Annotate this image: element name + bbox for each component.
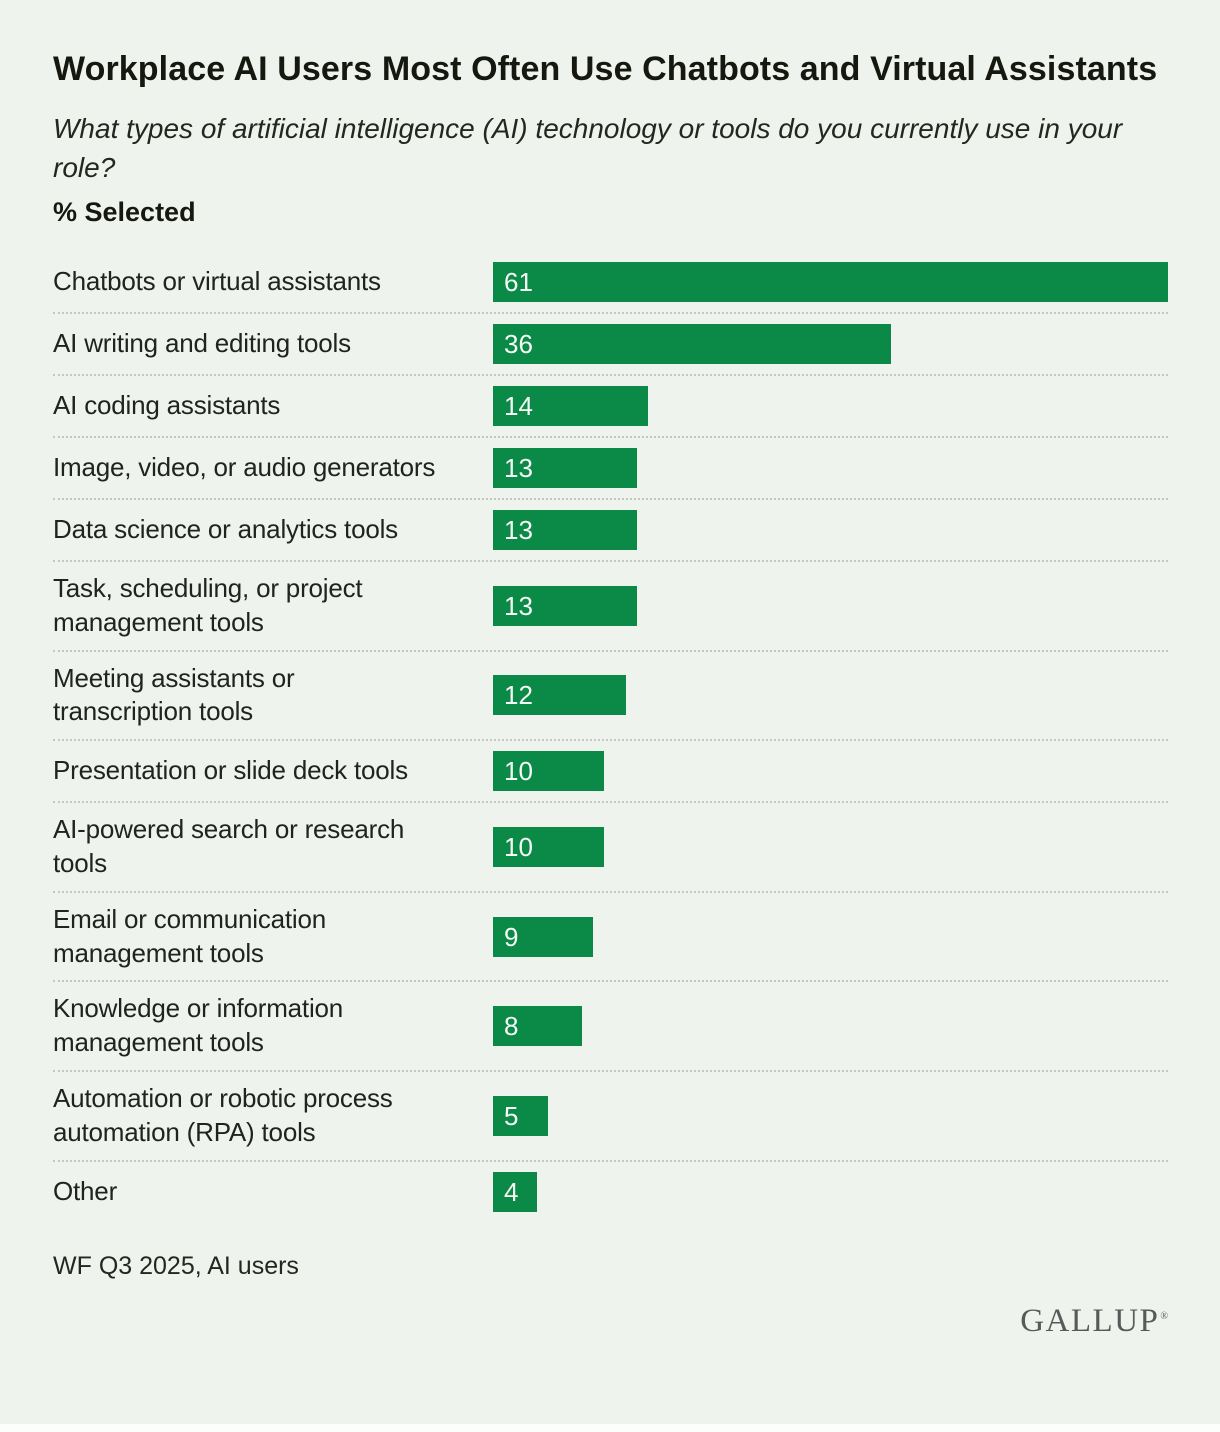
bar-track: 10 <box>493 826 1168 867</box>
bar-chart: Chatbots or virtual assistants 61 AI wri… <box>53 252 1168 1222</box>
bar-value-label: 4 <box>504 1176 519 1207</box>
percent-selected-label: % Selected <box>53 196 196 227</box>
category-label: AI writing and editing tools <box>53 328 351 359</box>
bar-track: 9 <box>493 916 1168 957</box>
bar: 13 <box>493 509 637 550</box>
bar: 12 <box>493 675 626 716</box>
bar-value-label: 5 <box>504 1100 519 1131</box>
bar: 36 <box>493 323 892 364</box>
category-label: Data science or analytics tools <box>53 514 398 545</box>
category-label: Chatbots or virtual assistants <box>53 266 381 297</box>
bar: 4 <box>493 1171 538 1212</box>
bar-track: 4 <box>493 1171 1168 1212</box>
chart-row: AI writing and editing tools 36 <box>53 311 1168 374</box>
gallup-logo: GALLUP® <box>1020 1303 1168 1340</box>
category-label: Image, video, or audio generators <box>53 452 436 483</box>
bar: 10 <box>493 826 604 867</box>
category-label: Knowledge or information management tool… <box>53 993 344 1058</box>
logo-row: GALLUP® <box>53 1303 1168 1340</box>
chart-title: Workplace AI Users Most Often Use Chatbo… <box>53 50 1158 88</box>
category-label: Automation or robotic process automation… <box>53 1082 393 1147</box>
chart-row: Task, scheduling, or project management … <box>53 559 1168 650</box>
bottom-strip <box>0 1424 1220 1432</box>
bar-track: 61 <box>493 261 1168 302</box>
bar-value-label: 13 <box>504 452 533 483</box>
category-label: AI coding assistants <box>53 390 281 421</box>
category-label: Other <box>53 1175 118 1206</box>
gallup-wordmark: GALLUP <box>1020 1302 1160 1339</box>
bar: 13 <box>493 447 637 488</box>
bar-track: 5 <box>493 1095 1168 1136</box>
bar-value-label: 10 <box>504 831 533 862</box>
chart-row: Email or communication management tools … <box>53 890 1168 981</box>
chart-row: Meeting assistants or transcription tool… <box>53 649 1168 740</box>
category-label: AI-powered search or research tools <box>53 814 405 878</box>
chart-subtitle: What types of artificial intelligence (A… <box>53 112 1123 183</box>
bar-value-label: 9 <box>504 921 519 952</box>
chart-row: Data science or analytics tools 13 <box>53 497 1168 560</box>
source-note: WF Q3 2025, AI users <box>53 1251 299 1280</box>
bar-track: 13 <box>493 509 1168 550</box>
bar: 61 <box>493 261 1168 302</box>
category-label: Task, scheduling, or project management … <box>53 572 363 637</box>
bar-track: 8 <box>493 1006 1168 1047</box>
chart-row: Automation or robotic process automation… <box>53 1069 1168 1160</box>
category-label: Presentation or slide deck tools <box>53 755 408 786</box>
chart-row: Image, video, or audio generators 13 <box>53 435 1168 498</box>
bar-value-label: 36 <box>504 328 533 359</box>
bar: 8 <box>493 1006 582 1047</box>
bar: 13 <box>493 585 637 626</box>
bar-track: 36 <box>493 323 1168 364</box>
bar: 14 <box>493 385 648 426</box>
bar-value-label: 14 <box>504 390 533 421</box>
bar-value-label: 61 <box>504 266 533 297</box>
bar-value-label: 13 <box>504 590 533 621</box>
chart-row: Presentation or slide deck tools 10 <box>53 739 1168 801</box>
bar-track: 13 <box>493 447 1168 488</box>
bar-track: 10 <box>493 751 1168 792</box>
chart-row: Other 4 <box>53 1159 1168 1222</box>
chart-row: Chatbots or virtual assistants 61 <box>53 252 1168 312</box>
bar: 5 <box>493 1095 549 1136</box>
bar: 10 <box>493 751 604 792</box>
bar-track: 12 <box>493 675 1168 716</box>
bar-track: 14 <box>493 385 1168 426</box>
registered-mark: ® <box>1160 1310 1168 1322</box>
category-label: Email or communication management tools <box>53 903 327 968</box>
chart-row: AI-powered search or research tools 10 <box>53 801 1168 891</box>
bar-value-label: 12 <box>504 680 533 711</box>
category-label: Meeting assistants or transcription tool… <box>53 662 295 727</box>
bar: 9 <box>493 916 593 957</box>
chart-page: Workplace AI Users Most Often Use Chatbo… <box>53 50 1168 1340</box>
bar-track: 13 <box>493 585 1168 626</box>
bar-value-label: 10 <box>504 756 533 787</box>
bar-value-label: 8 <box>504 1011 519 1042</box>
chart-row: AI coding assistants 14 <box>53 373 1168 436</box>
bar-value-label: 13 <box>504 514 533 545</box>
chart-row: Knowledge or information management tool… <box>53 980 1168 1070</box>
